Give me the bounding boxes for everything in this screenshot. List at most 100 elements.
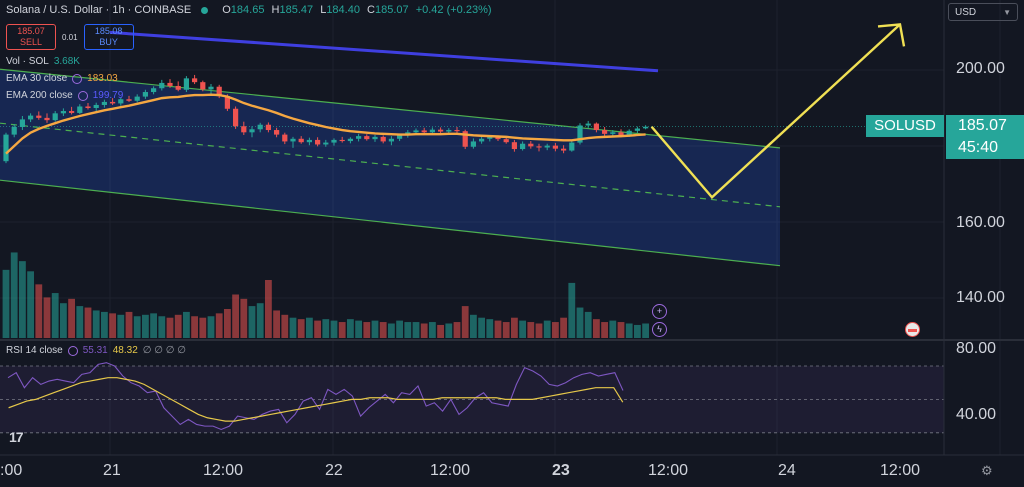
volume-bar — [486, 319, 494, 338]
volume-bar — [84, 307, 92, 338]
symbol-title[interactable]: Solana / U.S. Dollar · 1h · COINBASE — [6, 4, 192, 16]
volume-bar — [388, 323, 395, 338]
candle — [134, 96, 140, 101]
candle — [626, 130, 632, 136]
volume-bar — [19, 261, 26, 338]
volume-bar — [552, 322, 559, 338]
ema30-value: 183.03 — [87, 73, 118, 84]
volume-bar — [183, 311, 190, 338]
volume-bar — [568, 282, 576, 338]
add-icon[interactable]: + — [652, 304, 667, 319]
candle — [643, 126, 649, 129]
channel-mid-line — [0, 122, 781, 208]
buy-button[interactable]: 185.08 BUY — [83, 24, 134, 50]
candle — [470, 141, 476, 147]
candle — [331, 139, 337, 143]
volume-bar — [420, 323, 428, 338]
volume-bar — [461, 306, 469, 338]
candle — [413, 130, 419, 133]
candle — [429, 129, 435, 133]
volume-bar — [224, 309, 231, 338]
candle — [487, 136, 493, 139]
volume-bar — [617, 322, 625, 338]
candle — [552, 145, 558, 149]
volume-bar — [35, 284, 43, 338]
spread-value: 0.01 — [62, 32, 78, 42]
volume-bar — [429, 322, 436, 338]
currency-select[interactable]: USD ▼ — [948, 3, 1018, 21]
candle — [159, 82, 165, 89]
volume-bar — [593, 319, 600, 338]
volume-bar — [207, 316, 215, 338]
sell-button[interactable]: 185.07 SELL — [6, 24, 56, 50]
candle — [585, 123, 591, 126]
time-tick: 12:00 — [648, 462, 689, 479]
bar-countdown: 45:40 — [958, 139, 999, 156]
volume-bar — [478, 317, 485, 338]
volume-legend[interactable]: Vol · SOL 3.68K — [6, 56, 80, 67]
volume-bar — [634, 324, 641, 338]
volume-bar — [535, 323, 543, 338]
ema200-line — [109, 30, 659, 73]
ema200-value: 199.79 — [92, 90, 124, 101]
candle — [561, 148, 567, 151]
us-flag-icon[interactable] — [905, 322, 920, 337]
volume-bar — [273, 310, 280, 338]
candle — [101, 101, 107, 105]
time-tick: 12:00 — [430, 462, 471, 479]
volume-bar — [101, 311, 108, 338]
volume-bar — [10, 252, 18, 338]
volume-bar — [281, 314, 289, 338]
volume-bar — [191, 316, 198, 338]
candle — [438, 129, 444, 132]
volume-bar — [543, 320, 551, 338]
candle — [282, 134, 288, 142]
candle — [241, 126, 247, 133]
candle — [479, 138, 485, 142]
candle — [511, 142, 517, 150]
candle — [85, 106, 91, 108]
candle — [265, 124, 271, 131]
indicator-settings-icon[interactable] — [72, 73, 83, 84]
rsi-legend[interactable]: RSI 14 close 55.31 48.32 ∅ ∅ ∅ ∅ — [6, 345, 186, 356]
vol-label: Vol · SOL — [6, 56, 49, 67]
volume-bar — [347, 319, 354, 338]
candle — [183, 78, 189, 90]
volume-bar — [51, 293, 59, 338]
volume-bar — [527, 322, 535, 338]
candle — [503, 139, 509, 143]
candle — [610, 132, 616, 134]
volume-bar — [396, 320, 403, 338]
projection-line — [650, 23, 901, 200]
candle — [19, 119, 25, 127]
indicator-settings-icon[interactable] — [67, 345, 78, 356]
candle — [462, 131, 468, 147]
indicator-settings-icon[interactable] — [77, 90, 88, 101]
rsi-line — [7, 362, 624, 431]
volume-bar — [642, 323, 649, 338]
candle — [93, 104, 99, 108]
time-tick: 24 — [778, 462, 796, 479]
candle — [380, 136, 386, 142]
volume-bar — [412, 322, 420, 338]
tradingview-logo-icon: 17 — [9, 429, 24, 445]
volume-bar — [306, 317, 313, 338]
volume-bar — [256, 303, 264, 338]
volume-bar — [314, 320, 321, 338]
ema200-legend[interactable]: EMA 200 close 199.79 — [6, 90, 123, 101]
volume-bar — [576, 307, 584, 338]
candle — [298, 138, 304, 143]
candle — [372, 136, 378, 140]
volume-bar — [601, 322, 608, 338]
gear-icon[interactable]: ⚙ — [981, 463, 993, 478]
ema200-label: EMA 200 close — [6, 90, 73, 101]
candle — [52, 113, 58, 121]
candle — [388, 138, 394, 142]
volume-bar — [76, 306, 84, 338]
candle — [110, 101, 116, 104]
price-tick: 140.00 — [956, 289, 1005, 306]
lightning-icon[interactable]: ϟ — [652, 322, 667, 337]
candle — [520, 143, 526, 150]
ema30-legend[interactable]: EMA 30 close 183.03 — [6, 73, 118, 84]
